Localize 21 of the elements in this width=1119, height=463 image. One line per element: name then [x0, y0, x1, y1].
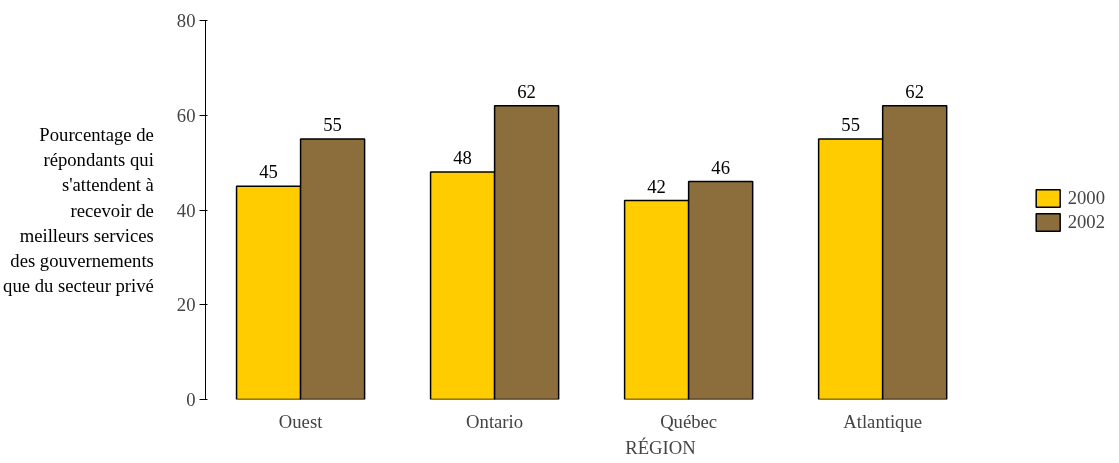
- data-label: 42: [647, 175, 666, 197]
- y-tick-label: 80: [176, 10, 196, 31]
- y-tick-label: 0: [186, 389, 196, 410]
- y-axis-title: Pourcentage de répondants qui s'attendent à recevoir de meilleurs services des gouvernements que du secteur privé: [3, 123, 155, 297]
- data-label: 55: [841, 113, 860, 135]
- data-label: 62: [905, 80, 925, 102]
- y-tick-label: 60: [176, 104, 196, 126]
- x-tick-label: Québec: [660, 410, 718, 432]
- y-tick-label: 20: [176, 294, 196, 316]
- data-label: 46: [711, 156, 730, 178]
- x-tick-label: Atlantique: [843, 410, 923, 432]
- data-label: 45: [259, 161, 278, 183]
- x-tick-label: Ouest: [278, 410, 324, 432]
- data-label: 48: [453, 147, 472, 169]
- legend-label: 2002: [1067, 210, 1105, 233]
- legend-label: 2000: [1067, 186, 1105, 209]
- data-label: 62: [517, 80, 536, 102]
- x-tick-label: Ontario: [466, 410, 524, 432]
- x-axis-title: RÉGION: [625, 436, 697, 458]
- y-tick-label: 40: [176, 199, 196, 221]
- data-label: 55: [323, 113, 342, 135]
